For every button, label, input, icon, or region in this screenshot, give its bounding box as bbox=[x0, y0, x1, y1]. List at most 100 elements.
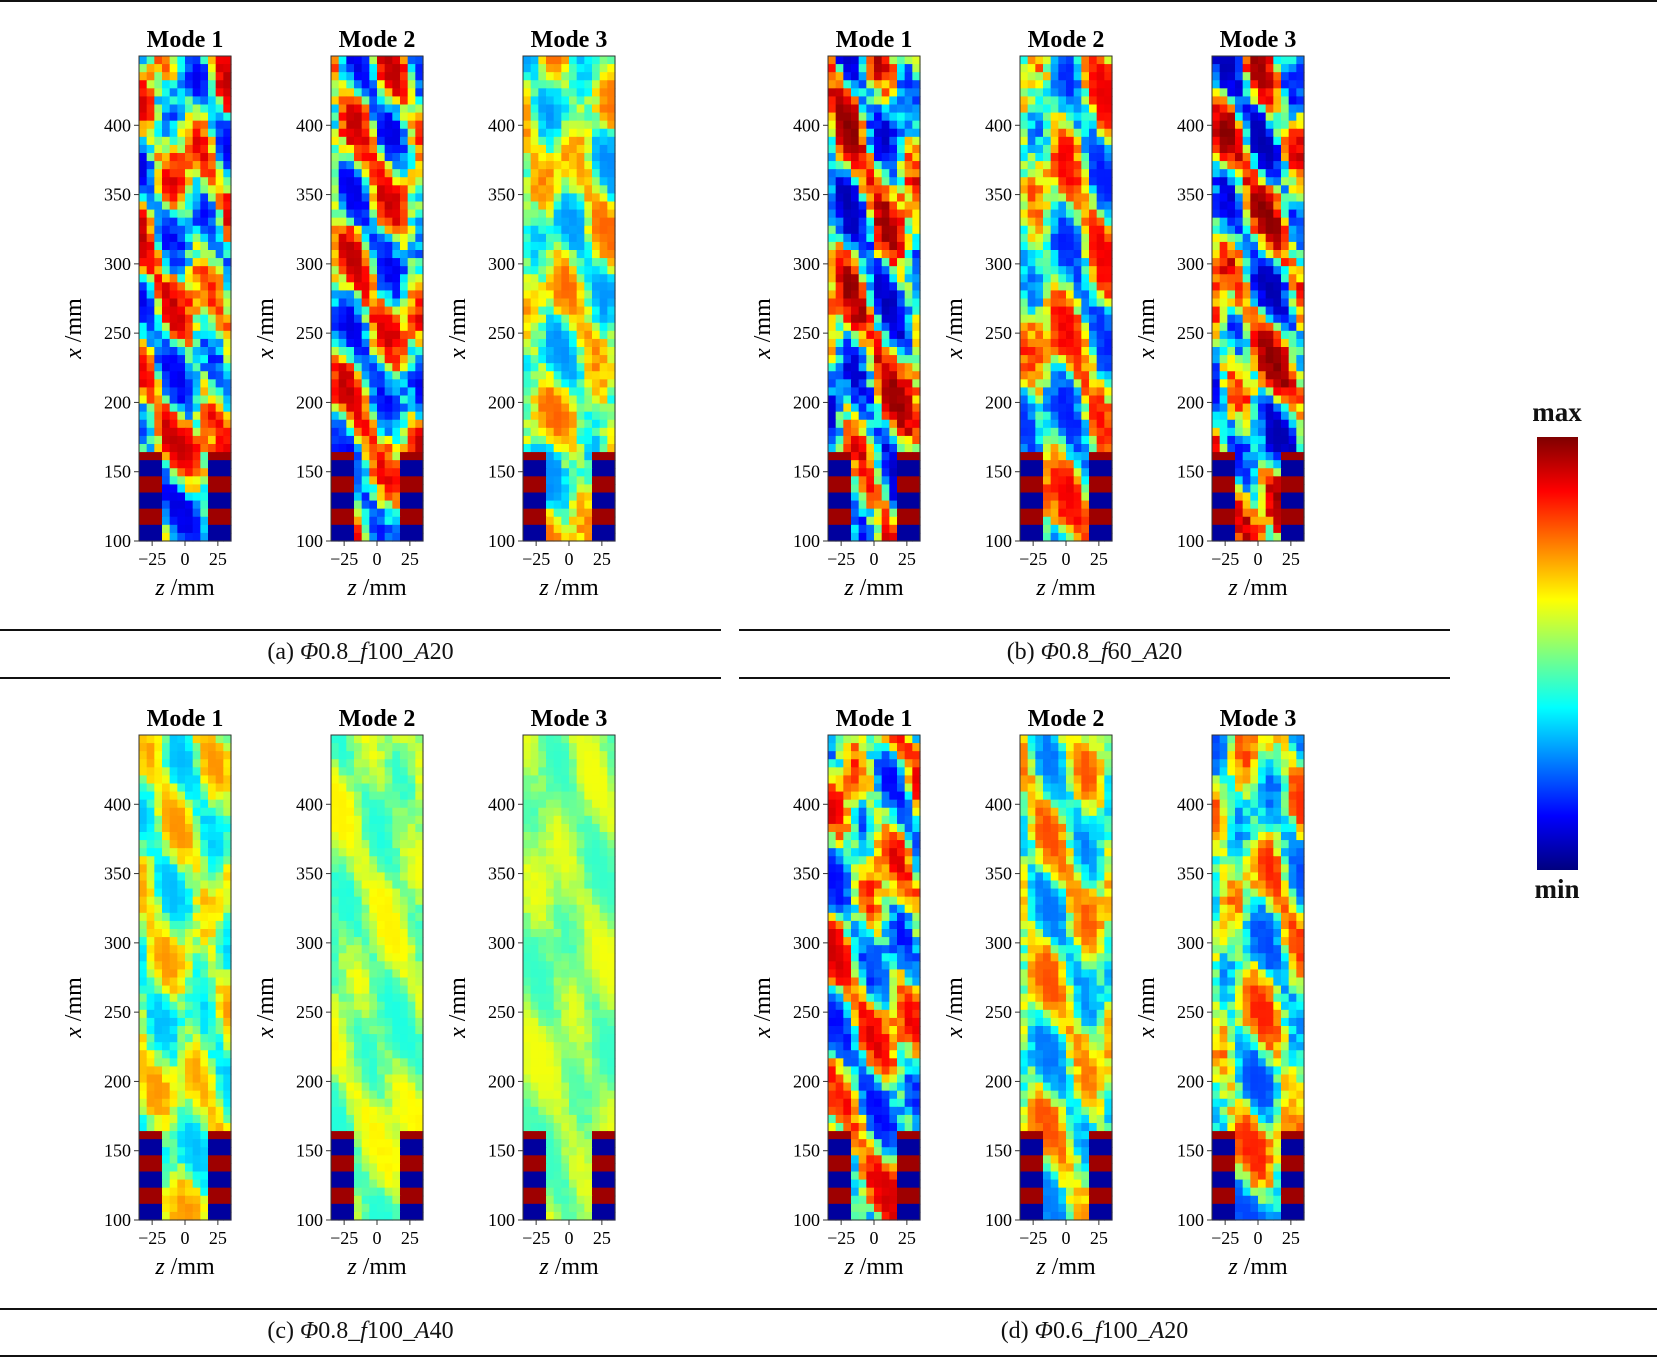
field-cell bbox=[369, 508, 378, 518]
field-cell bbox=[338, 427, 347, 437]
field-cell bbox=[162, 347, 171, 356]
field-cell bbox=[146, 217, 155, 227]
field-cell bbox=[1288, 452, 1297, 461]
field-cell bbox=[530, 314, 539, 324]
field-cell bbox=[828, 452, 837, 461]
field-cell bbox=[1281, 241, 1290, 251]
field-cell bbox=[553, 452, 562, 461]
field-cell bbox=[223, 743, 232, 752]
field-cell bbox=[154, 775, 163, 785]
field-cell bbox=[1273, 96, 1282, 106]
field-cell bbox=[912, 225, 921, 235]
field-cell bbox=[1066, 88, 1075, 98]
field-cell bbox=[607, 500, 616, 510]
field-cell bbox=[1066, 306, 1075, 316]
field-cell bbox=[146, 419, 155, 429]
field-cell bbox=[874, 64, 883, 73]
field-cell bbox=[904, 193, 913, 203]
field-cell bbox=[553, 371, 562, 380]
field-cell bbox=[874, 177, 883, 186]
field-cell bbox=[200, 1026, 209, 1035]
field-cell bbox=[154, 371, 163, 380]
field-cell bbox=[584, 403, 593, 413]
field-cell bbox=[200, 201, 209, 211]
field-cell bbox=[576, 444, 585, 453]
field-cell bbox=[843, 411, 852, 421]
field-cell bbox=[162, 508, 171, 518]
field-cell bbox=[1027, 338, 1036, 348]
field-cell bbox=[530, 419, 539, 429]
field-cell bbox=[584, 144, 593, 154]
field-cell bbox=[530, 427, 539, 437]
field-cell bbox=[384, 298, 393, 308]
field-cell bbox=[146, 840, 155, 849]
field-cell bbox=[523, 492, 532, 502]
field-cell bbox=[1066, 241, 1075, 251]
field-cell bbox=[185, 363, 194, 372]
field-cell bbox=[415, 112, 424, 122]
field-cell bbox=[523, 314, 532, 324]
field-cell bbox=[1250, 379, 1259, 389]
field-cell bbox=[553, 88, 562, 98]
field-cell bbox=[338, 347, 347, 356]
field-cell bbox=[162, 88, 171, 98]
field-cell bbox=[185, 266, 194, 275]
field-cell bbox=[139, 799, 148, 809]
field-cell bbox=[1104, 387, 1113, 397]
field-cell bbox=[407, 266, 416, 275]
field-cell bbox=[346, 330, 355, 340]
field-cell bbox=[223, 266, 232, 275]
field-cell bbox=[200, 476, 209, 486]
field-cell bbox=[154, 419, 163, 429]
field-cell bbox=[1250, 266, 1259, 275]
field-cell bbox=[1073, 419, 1082, 429]
field-cell bbox=[1212, 136, 1221, 146]
field-cell bbox=[400, 298, 409, 308]
field-cell bbox=[1219, 290, 1228, 300]
field-cell bbox=[1235, 330, 1244, 340]
field-cell bbox=[154, 314, 163, 324]
field-cell bbox=[331, 88, 340, 98]
field-cell bbox=[162, 419, 171, 429]
field-cell bbox=[912, 411, 921, 421]
field-cell bbox=[354, 217, 363, 227]
field-cell bbox=[162, 912, 171, 922]
field-cell bbox=[407, 476, 416, 486]
x-axis-label: x /mm bbox=[445, 298, 471, 360]
field-cell bbox=[858, 306, 867, 316]
field-cell bbox=[177, 492, 186, 502]
field-cell bbox=[346, 419, 355, 429]
field-cell bbox=[169, 330, 178, 340]
field-cell bbox=[185, 274, 194, 283]
field-cell bbox=[331, 80, 340, 89]
field-cell bbox=[361, 88, 370, 98]
field-cell bbox=[835, 104, 844, 114]
field-cell bbox=[223, 929, 232, 938]
field-cell bbox=[1096, 177, 1105, 186]
field-cell bbox=[1058, 250, 1067, 259]
field-cell bbox=[208, 64, 217, 73]
field-cell bbox=[1089, 524, 1098, 534]
field-cell bbox=[1242, 258, 1251, 267]
field-cell bbox=[538, 282, 547, 292]
field-cell bbox=[361, 468, 370, 477]
field-cell bbox=[858, 258, 867, 267]
field-cell bbox=[331, 322, 340, 332]
field-cell bbox=[1273, 56, 1282, 65]
field-cell bbox=[223, 872, 232, 882]
field-cell bbox=[1235, 177, 1244, 186]
field-cell bbox=[561, 532, 570, 542]
field-cell bbox=[546, 500, 555, 510]
mode-title: Mode 2 bbox=[339, 27, 416, 53]
field-cell bbox=[889, 128, 898, 138]
field-cell bbox=[897, 516, 906, 526]
field-cell bbox=[561, 322, 570, 332]
field-cell bbox=[415, 387, 424, 397]
field-cell bbox=[1281, 306, 1290, 316]
field-cell bbox=[154, 524, 163, 534]
field-cell bbox=[338, 419, 347, 429]
field-cell bbox=[1258, 209, 1267, 219]
field-cell bbox=[223, 476, 232, 486]
field-cell bbox=[1212, 80, 1221, 89]
field-cell bbox=[592, 104, 601, 114]
